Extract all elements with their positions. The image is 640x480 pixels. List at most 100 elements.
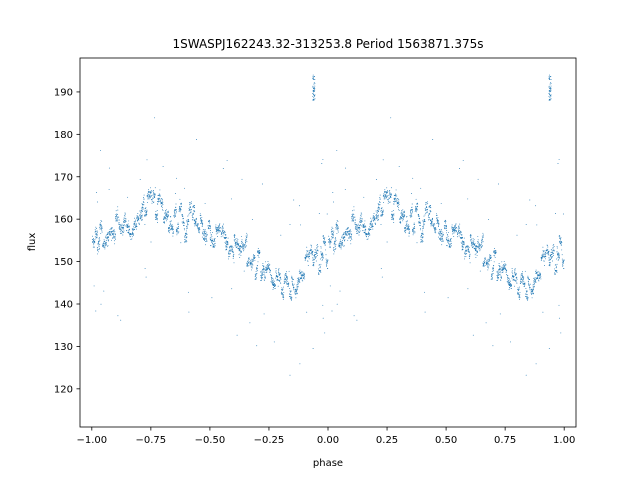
data-point bbox=[111, 239, 112, 241]
data-point bbox=[141, 216, 143, 218]
data-point bbox=[132, 233, 133, 235]
data-point bbox=[127, 196, 129, 198]
data-point bbox=[225, 237, 227, 239]
data-point bbox=[350, 231, 352, 233]
data-point bbox=[190, 206, 192, 208]
data-point bbox=[499, 267, 501, 269]
data-point bbox=[166, 209, 168, 211]
data-point bbox=[225, 242, 227, 244]
data-point bbox=[285, 271, 287, 273]
data-point bbox=[446, 230, 448, 231]
data-point bbox=[174, 212, 175, 214]
data-point bbox=[560, 242, 562, 244]
data-point bbox=[414, 209, 416, 211]
data-point bbox=[275, 270, 277, 272]
data-point bbox=[342, 234, 344, 236]
data-point bbox=[208, 222, 210, 224]
data-point bbox=[543, 250, 545, 252]
data-point bbox=[481, 240, 483, 242]
data-point bbox=[103, 244, 105, 246]
data-point bbox=[410, 212, 412, 214]
data-point bbox=[174, 212, 176, 214]
data-point bbox=[228, 254, 230, 256]
data-point bbox=[469, 256, 471, 258]
data-point bbox=[392, 215, 394, 216]
data-point bbox=[427, 208, 428, 210]
data-point bbox=[515, 273, 516, 275]
data-point bbox=[419, 225, 421, 227]
data-point bbox=[115, 233, 116, 235]
data-point bbox=[270, 281, 272, 283]
data-point bbox=[491, 278, 493, 280]
data-point bbox=[345, 230, 347, 232]
data-point bbox=[428, 216, 430, 218]
data-point bbox=[177, 226, 179, 227]
data-point bbox=[246, 262, 248, 264]
data-point bbox=[216, 227, 217, 229]
data-point bbox=[324, 244, 326, 246]
data-point bbox=[339, 239, 341, 241]
data-point bbox=[505, 268, 506, 270]
data-point bbox=[550, 82, 551, 84]
data-point bbox=[503, 261, 505, 262]
data-point bbox=[377, 208, 379, 210]
data-point bbox=[165, 218, 167, 220]
data-point bbox=[306, 252, 308, 254]
data-point bbox=[371, 226, 373, 228]
data-point bbox=[131, 232, 133, 234]
data-point bbox=[129, 236, 131, 238]
data-point bbox=[185, 239, 187, 241]
data-point bbox=[474, 242, 476, 244]
data-point bbox=[224, 231, 226, 233]
data-point bbox=[94, 236, 96, 238]
data-point bbox=[491, 271, 493, 273]
data-point bbox=[355, 226, 357, 228]
data-point bbox=[219, 231, 221, 233]
x-tick-label: 0.75 bbox=[494, 435, 516, 446]
data-point bbox=[311, 252, 312, 254]
x-tick-label: −0.50 bbox=[195, 435, 226, 446]
data-point bbox=[197, 225, 199, 227]
data-point bbox=[314, 95, 316, 97]
data-point bbox=[433, 228, 435, 229]
data-point bbox=[104, 248, 106, 250]
data-point bbox=[153, 190, 154, 191]
data-point bbox=[362, 230, 364, 232]
data-point bbox=[237, 238, 239, 240]
data-point bbox=[386, 187, 388, 189]
data-point bbox=[244, 239, 246, 241]
data-point bbox=[303, 273, 305, 275]
data-point bbox=[425, 204, 427, 206]
data-point bbox=[445, 228, 447, 229]
data-point bbox=[422, 228, 424, 230]
data-point bbox=[322, 158, 324, 160]
data-point bbox=[217, 236, 218, 237]
data-point bbox=[422, 230, 424, 232]
data-point bbox=[490, 278, 492, 280]
data-point bbox=[513, 279, 515, 281]
data-point bbox=[450, 245, 452, 247]
data-point bbox=[283, 291, 285, 293]
data-point bbox=[237, 240, 239, 242]
data-point bbox=[269, 274, 271, 276]
data-point bbox=[196, 224, 198, 226]
data-point bbox=[136, 226, 138, 227]
data-point bbox=[412, 229, 414, 231]
data-point bbox=[263, 267, 265, 269]
data-point bbox=[358, 228, 360, 230]
data-point bbox=[172, 235, 174, 237]
data-point bbox=[513, 275, 515, 277]
data-point bbox=[133, 234, 135, 236]
data-point bbox=[463, 244, 465, 246]
data-point bbox=[428, 219, 430, 221]
data-point bbox=[383, 202, 385, 204]
data-point bbox=[314, 89, 316, 91]
data-point bbox=[322, 234, 324, 236]
data-point bbox=[504, 267, 506, 269]
data-point bbox=[543, 250, 545, 252]
data-point bbox=[272, 281, 274, 283]
data-point bbox=[429, 206, 431, 208]
data-point bbox=[222, 229, 224, 231]
data-point bbox=[168, 228, 170, 229]
data-point bbox=[226, 249, 228, 250]
